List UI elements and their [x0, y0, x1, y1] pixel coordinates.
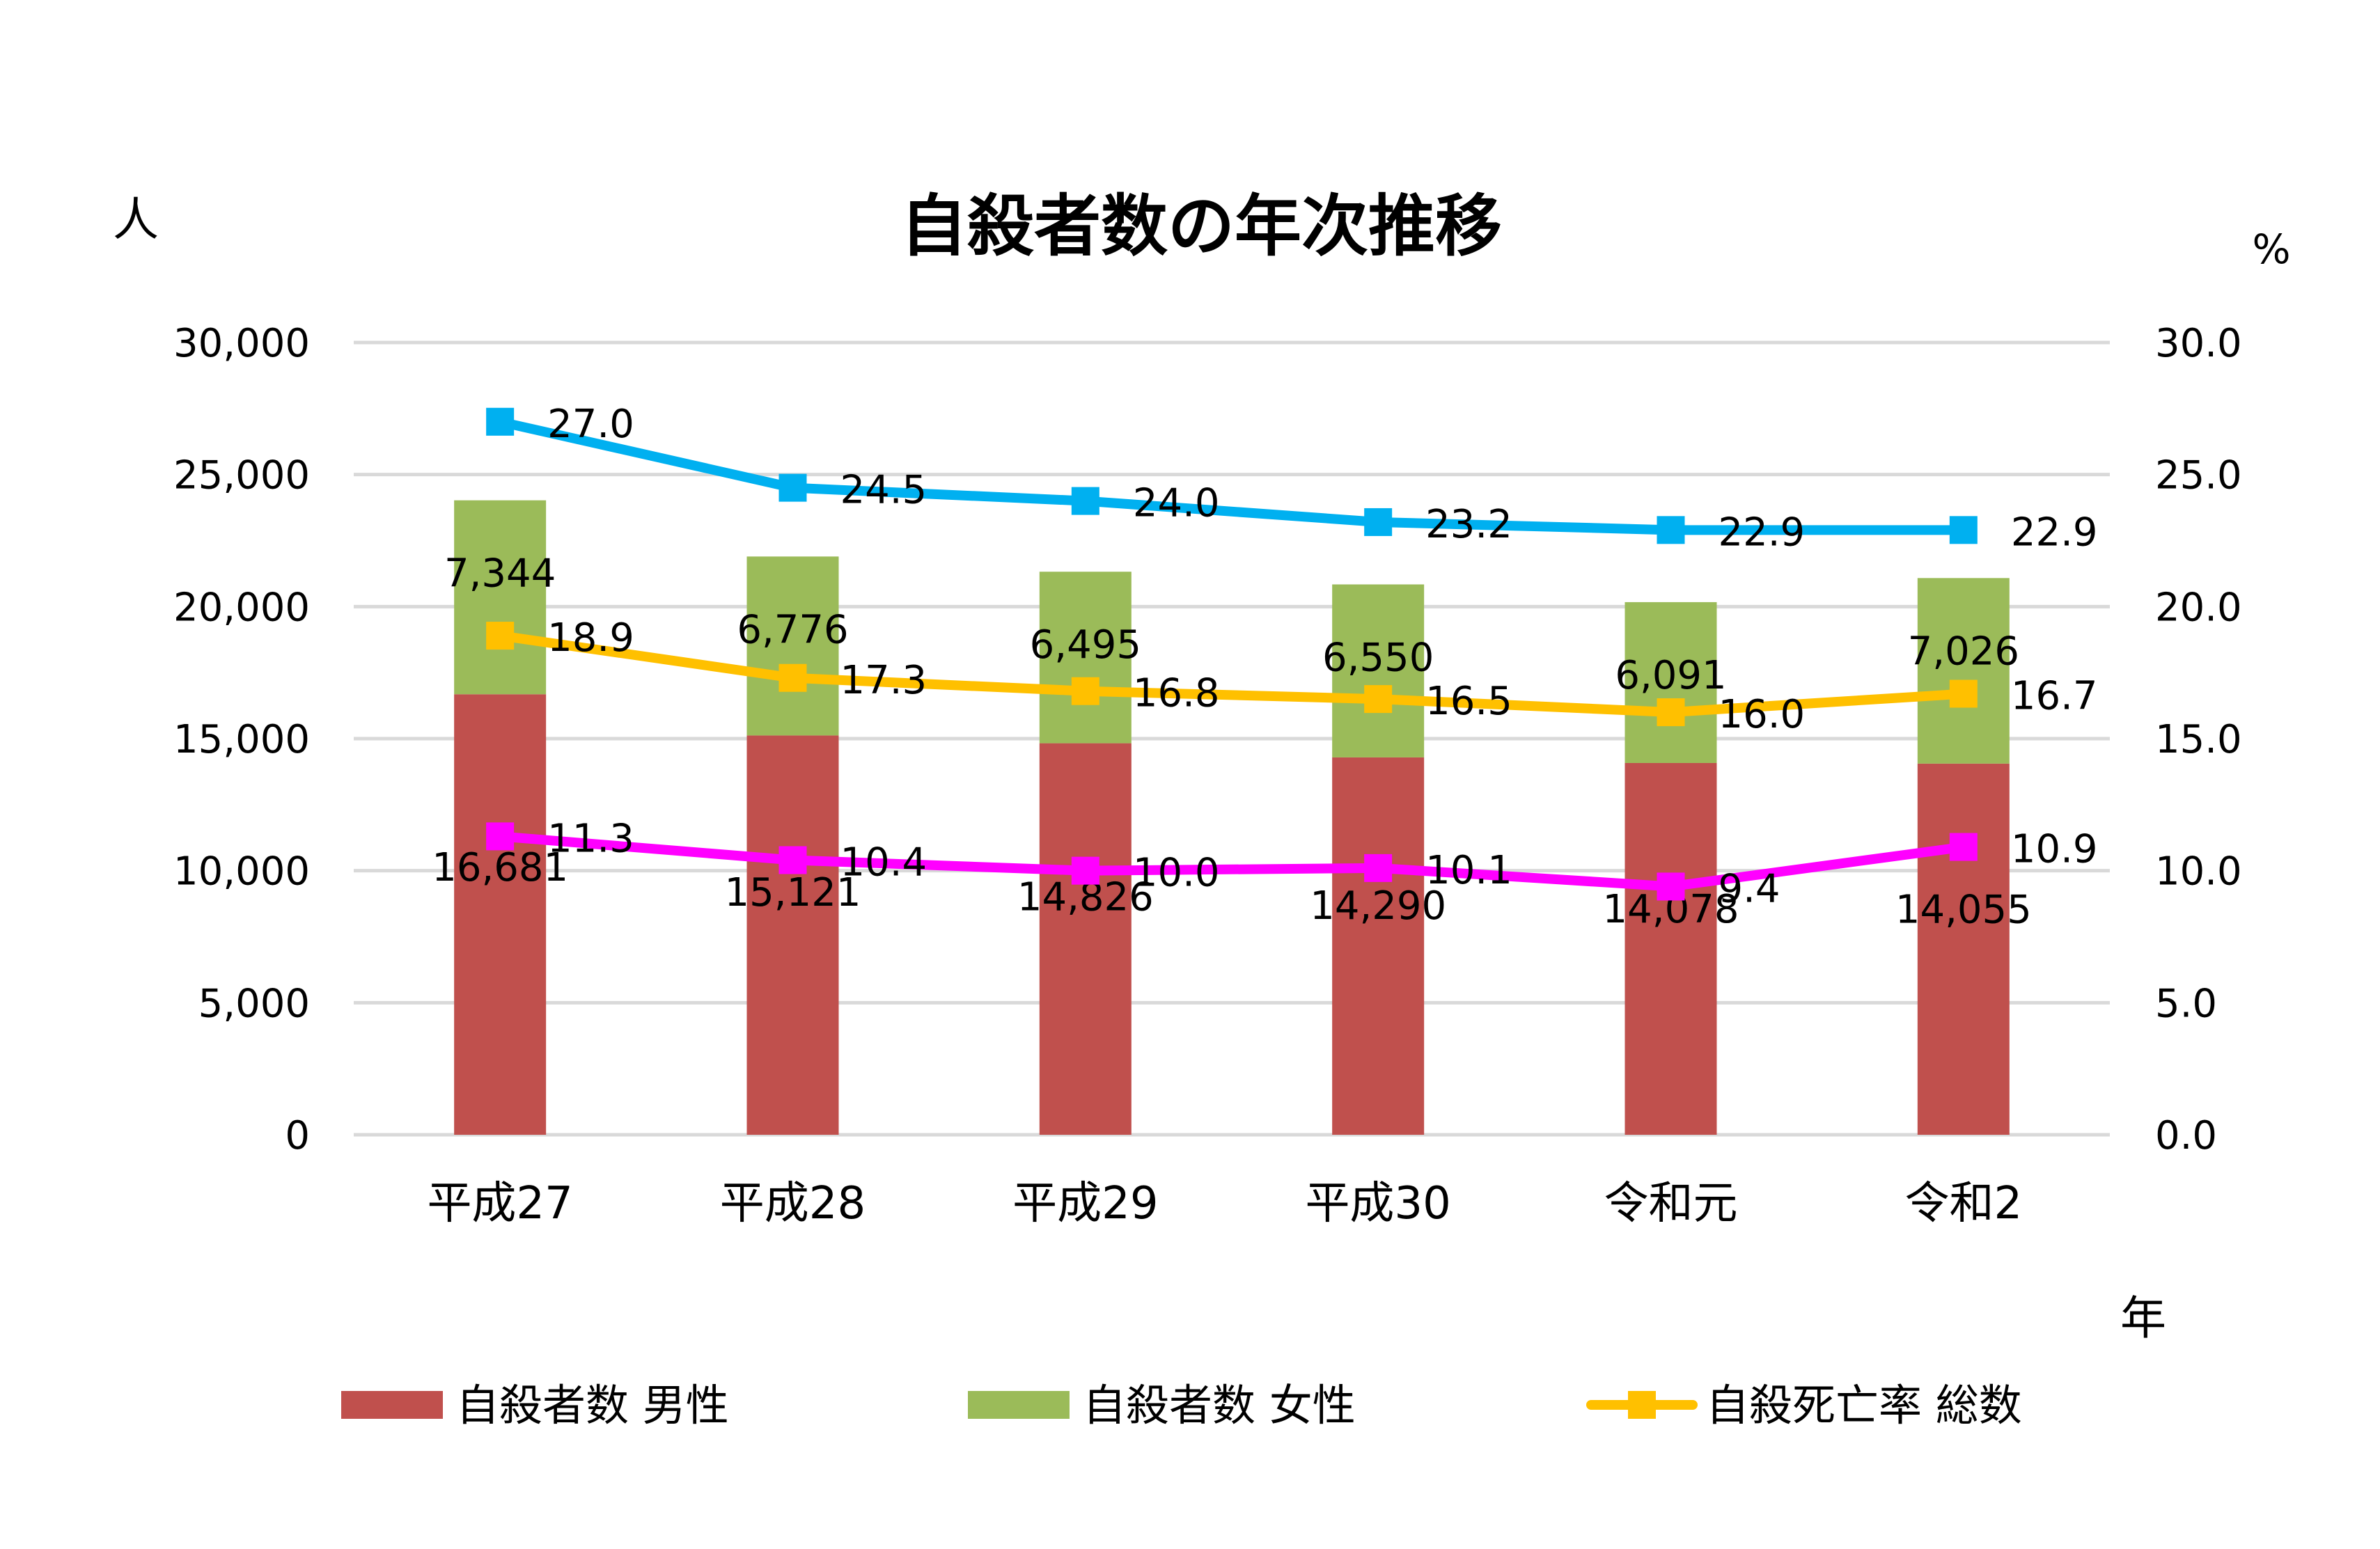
line-series: [495, 831, 1968, 892]
bar-female: [1039, 572, 1132, 744]
category-labels: 平成27 平成28 平成29 平成30 令和元 令和2: [427, 1178, 2022, 1229]
legend: 自殺者数 男性 自殺者数 女性 自殺死亡率 総数: [341, 1380, 2022, 1431]
bar-male: [1039, 743, 1132, 1135]
line-point: [1364, 685, 1393, 714]
line-point-label: 22.9: [2011, 510, 2098, 555]
bar-male-label: 14,290: [1310, 883, 1446, 929]
line-point: [1949, 833, 1978, 861]
left-axis-ticks: 0 5,000 10,000 15,000 20,000 25,000 30,000: [173, 321, 310, 1158]
left-tick-label: 0: [285, 1113, 310, 1158]
line-point-label: 16.0: [1719, 692, 1806, 737]
line-point-label: 16.7: [2011, 674, 2098, 719]
right-axis-ticks: 0.0 5.0 10.0 15.0 20.0 25.0 30.0: [2155, 321, 2242, 1158]
line-point: [1949, 679, 1978, 708]
left-tick-label: 5,000: [198, 981, 310, 1026]
right-axis-unit: %: [2252, 226, 2290, 273]
line-series: [495, 416, 1968, 535]
chart-title: 自殺者数の年次推移: [900, 187, 1502, 265]
line-point-label: 22.9: [1719, 510, 1806, 555]
left-tick-label: 30,000: [173, 321, 310, 366]
line-point: [1071, 487, 1099, 515]
legend-label: 自殺者数 男性: [456, 1380, 729, 1431]
legend-swatch: [968, 1391, 1070, 1419]
bar-female-label: 6,495: [1030, 622, 1141, 668]
bar-female-label: 6,091: [1615, 653, 1726, 698]
line-point-label: 18.9: [547, 615, 634, 661]
line-point: [778, 846, 807, 874]
bar-male: [1917, 763, 2010, 1135]
line-point: [486, 622, 515, 650]
legend-marker: [1628, 1391, 1656, 1419]
line-series: [495, 631, 1968, 718]
line-point: [486, 407, 515, 436]
line-point: [778, 473, 807, 502]
line-point-label: 24.0: [1133, 481, 1220, 526]
line-point-label: 10.4: [840, 840, 927, 885]
line-point-label: 23.2: [1425, 502, 1512, 547]
right-tick-label: 30.0: [2155, 321, 2242, 366]
right-tick-label: 20.0: [2155, 585, 2242, 630]
line-point-label: 17.3: [840, 658, 927, 703]
legend-label: 自殺者数 女性: [1083, 1380, 1356, 1431]
category-label: 令和元: [1604, 1178, 1738, 1229]
line-point: [1364, 854, 1393, 882]
legend-swatch: [341, 1391, 443, 1419]
category-label: 平成30: [1305, 1178, 1450, 1229]
lines: 27.0 24.5 24.0 23.2 22.9 22.9 18.9 17.3 16.8 16.5…: [486, 402, 2098, 911]
bar-female-label: 7,026: [1908, 629, 2019, 674]
line-point: [1657, 698, 1685, 727]
gridlines: [354, 340, 2110, 1137]
line-point: [1949, 516, 1978, 544]
line-point-label: 11.3: [547, 816, 634, 861]
category-label: 平成27: [427, 1178, 572, 1229]
legend-label: 自殺死亡率 総数: [1706, 1380, 2022, 1431]
left-tick-label: 15,000: [173, 717, 310, 762]
bars: 16,6817,34415,1216,77614,8266,49514,2906…: [432, 500, 2032, 1135]
category-label: 令和2: [1904, 1178, 2022, 1229]
bar-female-label: 6,550: [1322, 635, 1434, 680]
bar-female-label: 6,776: [737, 607, 848, 652]
line-point: [486, 822, 515, 851]
line-point-label: 24.5: [840, 468, 927, 513]
left-tick-label: 20,000: [173, 585, 310, 630]
category-label: 平成29: [1012, 1178, 1158, 1229]
bar-female: [1917, 578, 2010, 764]
x-axis-unit: 年: [2120, 1291, 2166, 1345]
left-tick-label: 25,000: [173, 453, 310, 498]
category-label: 平成28: [720, 1178, 866, 1229]
right-tick-label: 0.0: [2155, 1113, 2217, 1158]
bar-female: [1332, 584, 1425, 757]
bar-female: [454, 500, 547, 695]
right-tick-label: 15.0: [2155, 717, 2242, 762]
left-axis-unit: 人: [113, 193, 159, 246]
bar-female-label: 7,344: [444, 551, 556, 597]
line-point: [1071, 677, 1099, 705]
bar-male: [1624, 762, 1717, 1135]
bar-male: [454, 694, 547, 1135]
line-point-label: 10.9: [2011, 827, 2098, 872]
bar-male-label: 15,121: [725, 870, 861, 915]
line-point-label: 10.1: [1425, 848, 1512, 893]
line-point: [1364, 508, 1393, 536]
bar-male: [746, 735, 839, 1135]
bar-male-label: 14,055: [1895, 887, 2032, 932]
line-point-label: 16.8: [1133, 671, 1220, 716]
bar-male-label: 16,681: [432, 845, 568, 890]
line-point: [778, 663, 807, 692]
line-point: [1657, 872, 1685, 901]
line-point: [1071, 856, 1099, 885]
line-point-label: 16.5: [1425, 679, 1512, 724]
bar-male: [1332, 757, 1425, 1135]
left-tick-label: 10,000: [173, 849, 310, 895]
right-tick-label: 25.0: [2155, 453, 2242, 498]
line-point-label: 27.0: [547, 402, 634, 447]
line-point-label: 9.4: [1719, 866, 1780, 911]
line-point-label: 10.0: [1133, 851, 1220, 896]
bar-female: [1624, 601, 1717, 763]
right-tick-label: 5.0: [2155, 981, 2217, 1026]
bar-female: [746, 556, 839, 736]
line-point: [1657, 516, 1685, 544]
right-tick-label: 10.0: [2155, 849, 2242, 895]
